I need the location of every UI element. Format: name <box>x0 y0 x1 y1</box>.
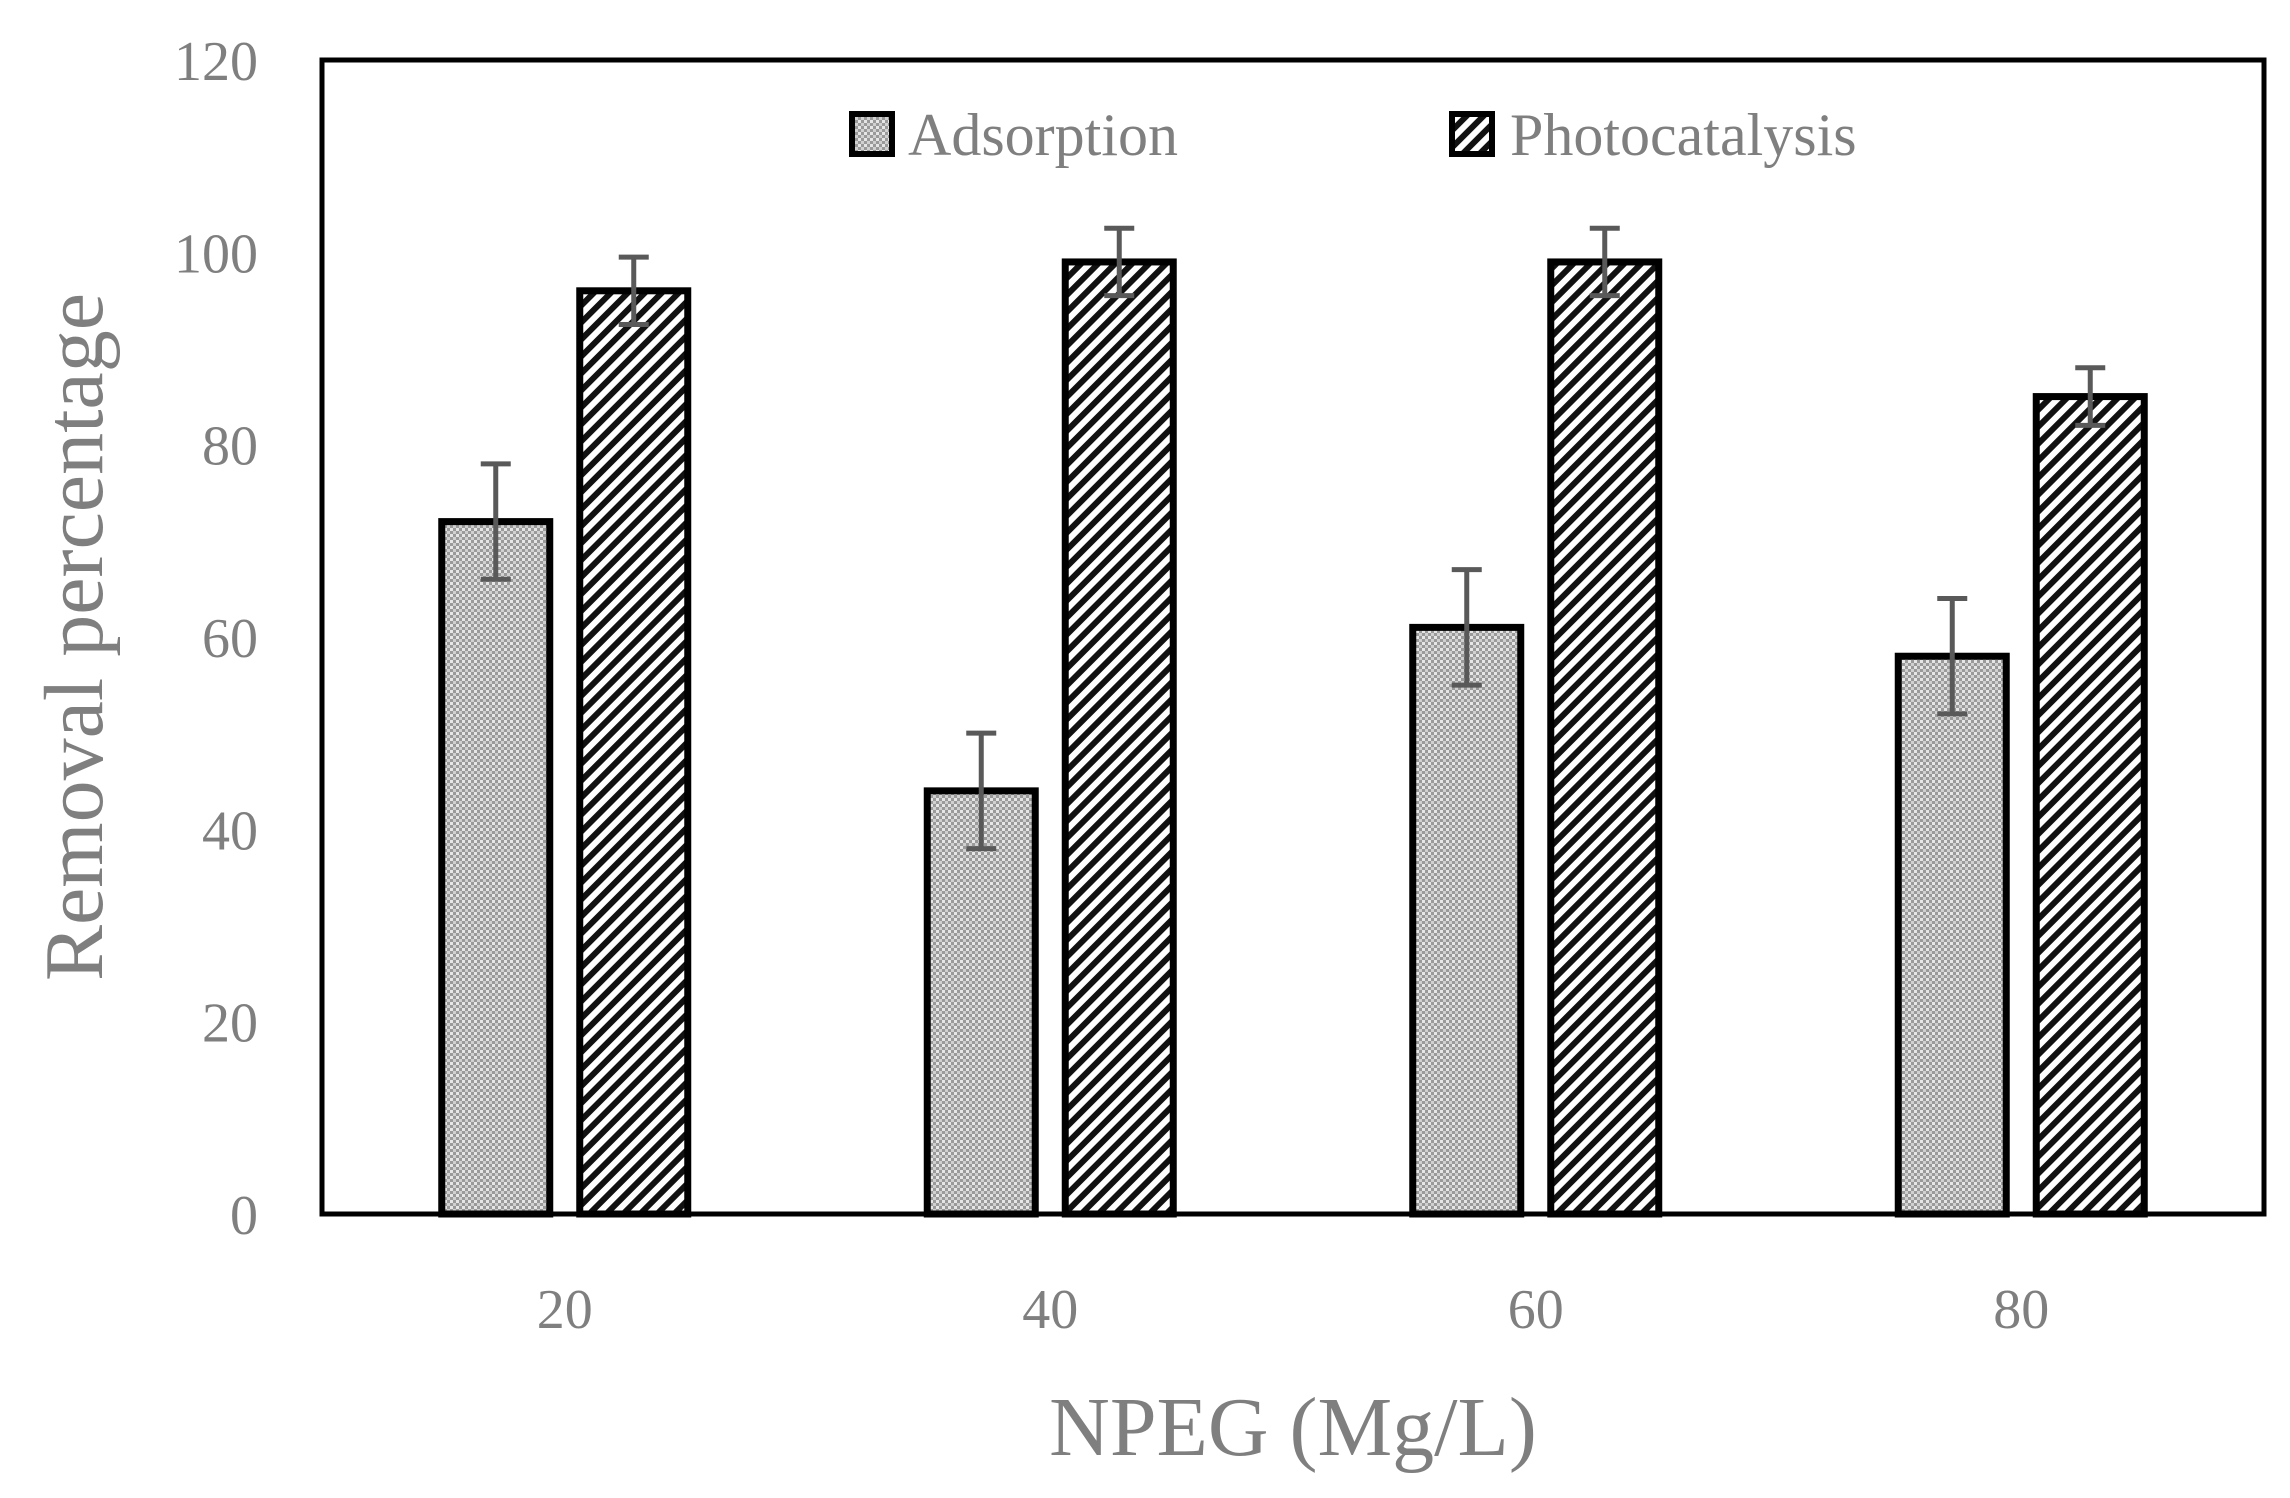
bar-adsorption-40 <box>923 787 1039 1218</box>
y-tick-label-120: 120 <box>174 31 258 93</box>
y-tick-label-100: 100 <box>174 223 258 285</box>
x-tick-label-20: 20 <box>537 1279 593 1341</box>
bar-photocatalysis-20 <box>576 287 692 1218</box>
plot-area-frame <box>319 57 2267 1217</box>
y-tick-label-60: 60 <box>202 608 258 670</box>
x-tick-label-40: 40 <box>1022 1279 1078 1341</box>
x-tick-label-80: 80 <box>1993 1279 2049 1341</box>
y-axis-ticks: 0 20 40 60 80 100 120 <box>174 31 258 1247</box>
bar-adsorption-20 <box>438 518 554 1218</box>
bar-photocatalysis-80 <box>2032 393 2148 1218</box>
y-tick-label-0: 0 <box>230 1185 258 1247</box>
bar-adsorption-80 <box>1894 652 2010 1218</box>
x-tick-label-60: 60 <box>1508 1279 1564 1341</box>
legend-swatch-adsorption <box>849 111 895 157</box>
bar-photocatalysis-60 <box>1547 258 1663 1218</box>
bar-photocatalysis-40 <box>1061 258 1177 1218</box>
bars <box>438 258 2148 1218</box>
bar-adsorption-60 <box>1409 623 1525 1218</box>
y-tick-label-20: 20 <box>202 993 258 1055</box>
legend-label-photocatalysis: Photocatalysis <box>1510 102 1857 168</box>
x-axis-title: NPEG (Mg/L) <box>1049 1381 1537 1474</box>
y-tick-label-40: 40 <box>202 800 258 862</box>
error-bars <box>480 225 2106 852</box>
x-axis-ticks: 20 40 60 80 <box>537 1279 2050 1341</box>
legend-swatch-photocatalysis <box>1449 111 1495 157</box>
y-tick-label-80: 80 <box>202 416 258 478</box>
legend: Adsorption Photocatalysis <box>849 102 1857 168</box>
legend-label-adsorption: Adsorption <box>908 102 1178 168</box>
y-axis-title: Removal percentage <box>28 293 121 981</box>
